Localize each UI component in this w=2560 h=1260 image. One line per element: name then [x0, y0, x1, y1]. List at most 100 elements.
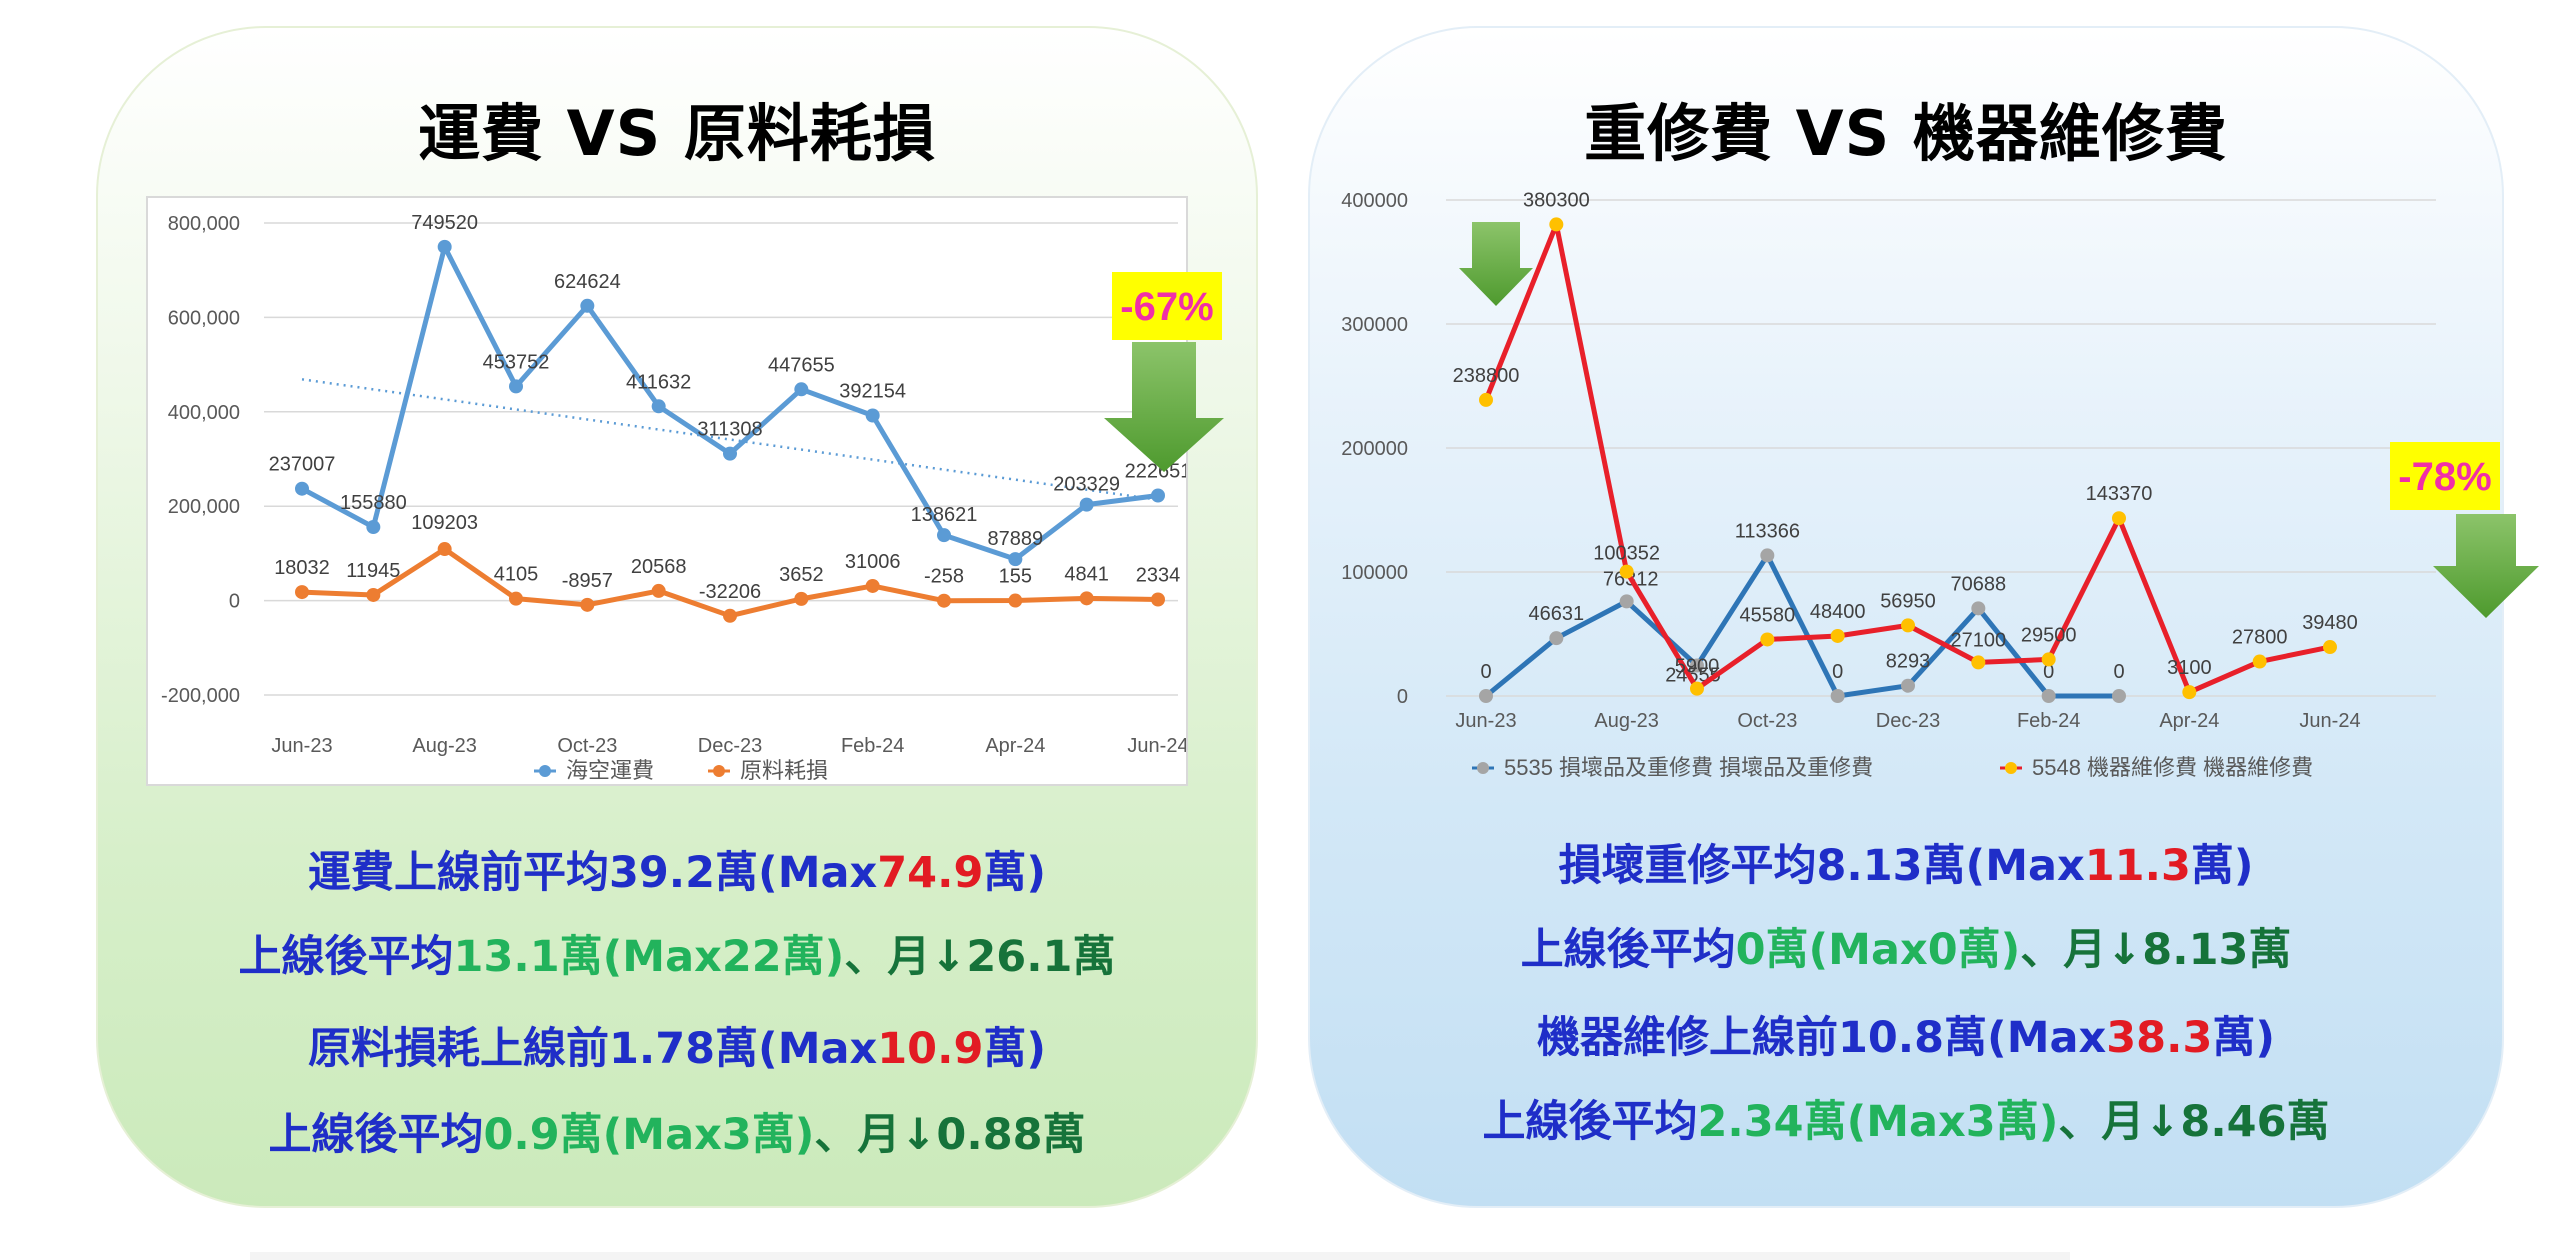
- left-stat-line-2: 上線後平均13.1萬(Max22萬)、月↓26.1萬: [98, 922, 1256, 984]
- data-point: [1479, 392, 1493, 407]
- data-point: [1079, 591, 1094, 606]
- y-tick-label: 800,000: [168, 213, 240, 235]
- legend-label: 5535 損壞品及重修費 損壞品及重修費: [1504, 755, 1873, 780]
- right-stat-2-seg-3: 、月↓8.13萬: [2020, 925, 2292, 975]
- right-stat-line-2: 上線後平均0萬(Max0萬)、月↓8.13萬: [1310, 915, 2502, 977]
- y-tick-label: 400,000: [168, 402, 240, 424]
- right-stat-1-seg-3: 萬): [2190, 841, 2254, 891]
- x-tick-label: Jun-23: [1455, 710, 1516, 732]
- data-label: 0: [1480, 661, 1491, 683]
- data-point: [1901, 618, 1915, 633]
- data-label: 4105: [494, 564, 539, 586]
- x-tick-label: Oct-23: [1737, 710, 1797, 732]
- data-label: 18032: [274, 557, 330, 579]
- data-label: 45580: [1740, 604, 1796, 626]
- data-point: [1151, 488, 1165, 503]
- data-point: [1619, 594, 1634, 609]
- y-tick-label: 200000: [1341, 438, 1408, 460]
- data-point: [580, 597, 595, 612]
- data-label: -32206: [699, 581, 761, 603]
- data-point: [865, 578, 880, 593]
- data-point: [1008, 552, 1023, 567]
- left-stat-line-3: 原料損耗上線前1.78萬(Max10.9萬): [98, 1014, 1256, 1076]
- data-point: [1760, 548, 1775, 563]
- data-point: [794, 382, 809, 397]
- data-point: [937, 593, 951, 608]
- x-tick-label: Jun-24: [2299, 710, 2360, 732]
- data-label: 31006: [845, 551, 901, 573]
- legend-label: 5548 機器維修費 機器維修費: [2032, 755, 2313, 780]
- x-tick-label: Dec-23: [698, 735, 762, 757]
- left-stat-2-seg-1: 上線後平均: [238, 932, 454, 982]
- data-point: [580, 298, 595, 313]
- right-stat-3-seg-2: 38.3: [2106, 1013, 2213, 1063]
- right-stat-4-seg-2: 2.34萬(Max3萬): [1697, 1097, 2059, 1147]
- data-point: [509, 379, 523, 394]
- data-point: [723, 608, 737, 623]
- legend-swatch-marker: [713, 765, 725, 777]
- right-stat-line-1: 損壞重修平均8.13萬(Max11.3萬): [1310, 831, 2502, 893]
- data-point: [437, 542, 452, 557]
- data-point: [651, 583, 666, 598]
- data-label: 749520: [411, 212, 478, 234]
- data-label: 0: [2043, 661, 2054, 683]
- x-tick-label: Aug-23: [1594, 710, 1659, 732]
- x-tick-label: Jun-23: [271, 735, 332, 757]
- data-label: 143370: [2086, 483, 2153, 505]
- right-stat-4-seg-3: 、月↓8.46萬: [2058, 1097, 2330, 1147]
- data-label: 0: [2113, 661, 2124, 683]
- data-point: [509, 591, 523, 606]
- data-label: 237007: [269, 454, 336, 476]
- data-point: [1690, 658, 1704, 673]
- data-point: [2323, 640, 2337, 655]
- data-label: 311308: [697, 419, 762, 441]
- y-tick-label: 300000: [1341, 314, 1408, 336]
- y-tick-label: 400000: [1341, 190, 1408, 212]
- legend-label: 原料耗損: [740, 758, 828, 783]
- data-label: 27100: [1951, 629, 2007, 651]
- data-point: [437, 239, 452, 254]
- y-tick-label: 600,000: [168, 307, 240, 329]
- data-label: 411632: [626, 371, 691, 393]
- data-point: [2112, 689, 2126, 703]
- x-tick-label: Feb-24: [841, 735, 904, 757]
- right-stat-3-seg-3: 萬): [2212, 1013, 2276, 1063]
- data-point: [651, 399, 666, 414]
- data-point: [865, 408, 880, 423]
- data-label: 5900: [1675, 656, 1720, 678]
- y-tick-label: 200,000: [168, 496, 240, 518]
- data-point: [1619, 564, 1634, 579]
- data-label: 46631: [1529, 603, 1585, 625]
- data-point: [1690, 681, 1704, 696]
- data-point: [937, 528, 951, 543]
- x-tick-label: Oct-23: [557, 735, 617, 757]
- y-tick-label: -200,000: [161, 685, 240, 707]
- data-point: [794, 591, 809, 606]
- x-tick-label: Dec-23: [1876, 710, 1940, 732]
- data-label: 3652: [779, 564, 824, 586]
- data-label: 380300: [1523, 189, 1590, 211]
- left-stat-line-4: 上線後平均0.9萬(Max3萬)、月↓0.88萬: [98, 1100, 1256, 1162]
- data-point: [1830, 628, 1845, 643]
- data-label: 392154: [839, 381, 906, 403]
- left-stat-2-seg-2: 13.1萬(Max22萬): [453, 932, 845, 982]
- data-point: [1760, 632, 1775, 647]
- data-label: -8957: [562, 570, 613, 592]
- data-point: [366, 520, 381, 535]
- data-label: 222651: [1125, 461, 1186, 483]
- data-label: 70688: [1951, 573, 2007, 595]
- data-point: [1549, 217, 1564, 232]
- legend-swatch-marker: [539, 765, 551, 777]
- x-tick-label: Jun-24: [1127, 735, 1186, 757]
- freight-chart-box: 800,000 600,000 400,000 200,000 0 -200,000 Jun…: [146, 196, 1191, 786]
- right-stat-line-4: 上線後平均2.34萬(Max3萬)、月↓8.46萬: [1310, 1087, 2502, 1149]
- right-stat-1-seg-1: 損壞重修平均8.13萬(Max: [1558, 841, 2085, 891]
- left-stat-line-1: 運費上線前平均39.2萬(Max74.9萬): [98, 838, 1256, 900]
- data-label: 8293: [1886, 651, 1931, 673]
- data-label: 87889: [988, 528, 1044, 550]
- data-label: 100352: [1593, 543, 1660, 565]
- data-point: [295, 585, 309, 600]
- data-label: 11945: [346, 560, 400, 582]
- right-stat-line-3: 機器維修上線前10.8萬(Max38.3萬): [1310, 1003, 2502, 1065]
- left-panel-title: 運費 VS 原料耗損: [418, 97, 936, 170]
